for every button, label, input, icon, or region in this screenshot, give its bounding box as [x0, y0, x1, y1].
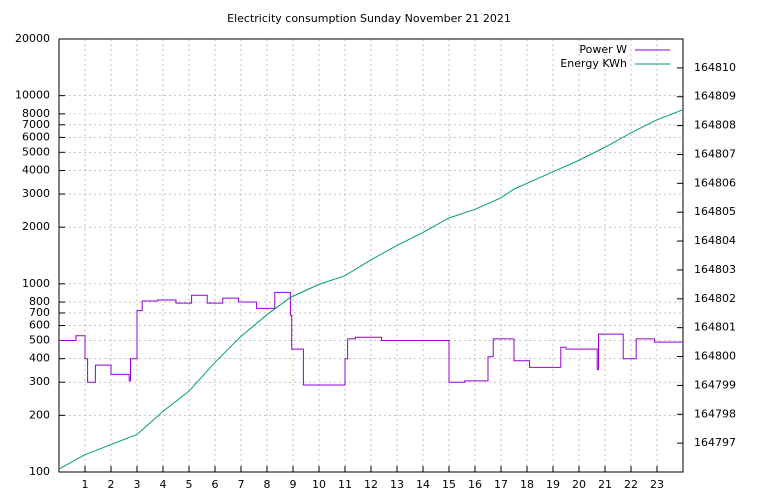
legend-label: Energy KWh — [560, 57, 627, 70]
x-tick-label: 13 — [390, 478, 404, 491]
y2-tick-label: 164806 — [694, 176, 736, 189]
y2-tick-label: 164810 — [694, 61, 736, 74]
y-tick-label: 10000 — [15, 89, 50, 102]
y-tick-label: 7000 — [22, 118, 50, 131]
y-tick-label: 100 — [29, 465, 50, 478]
y-tick-label: 700 — [29, 306, 50, 319]
x-tick-label: 14 — [416, 478, 430, 491]
y-tick-label: 300 — [29, 375, 50, 388]
y2-tick-label: 164800 — [694, 350, 736, 363]
chart-title: Electricity consumption Sunday November … — [227, 12, 511, 25]
y2-tick-label: 164797 — [694, 436, 736, 449]
y-tick-label: 1000 — [22, 277, 50, 290]
series-line — [59, 291, 683, 386]
x-tick-label: 6 — [212, 478, 219, 491]
x-tick-label: 9 — [290, 478, 297, 491]
y2-tick-label: 164798 — [694, 407, 736, 420]
y2-tick-label: 164801 — [694, 321, 736, 334]
x-tick-label: 4 — [160, 478, 167, 491]
y2-tick-label: 164802 — [694, 292, 736, 305]
y2-tick-label: 164808 — [694, 119, 736, 132]
y2-tick-label: 164799 — [694, 378, 736, 391]
y2-tick-label: 164809 — [694, 90, 736, 103]
x-tick-label: 7 — [238, 478, 245, 491]
x-tick-label: 1 — [82, 478, 89, 491]
series-line — [58, 109, 684, 470]
y-tick-label: 3000 — [22, 187, 50, 200]
x-tick-label: 11 — [338, 478, 352, 491]
x-tick-label: 3 — [134, 478, 141, 491]
y-tick-label: 800 — [29, 295, 50, 308]
y2-tick-label: 164807 — [694, 147, 736, 160]
x-tick-label: 15 — [442, 478, 456, 491]
x-tick-label: 22 — [624, 478, 638, 491]
x-tick-label: 12 — [364, 478, 378, 491]
y2-tick-label: 164803 — [694, 263, 736, 276]
y-tick-label: 400 — [29, 352, 50, 365]
x-tick-label: 8 — [264, 478, 271, 491]
x-tick-label: 18 — [520, 478, 534, 491]
y-tick-label: 200 — [29, 408, 50, 421]
x-tick-label: 5 — [186, 478, 193, 491]
y-tick-label: 5000 — [22, 145, 50, 158]
x-tick-label: 10 — [312, 478, 326, 491]
y-tick-label: 4000 — [22, 164, 50, 177]
y2-tick-label: 164805 — [694, 205, 736, 218]
y-tick-label: 8000 — [22, 107, 50, 120]
x-tick-label: 16 — [468, 478, 482, 491]
y-tick-label: 20000 — [15, 32, 50, 45]
x-tick-label: 2 — [108, 478, 115, 491]
x-tick-label: 19 — [546, 478, 560, 491]
x-tick-label: 17 — [494, 478, 508, 491]
x-tick-label: 23 — [650, 478, 664, 491]
legend-label: Power W — [579, 43, 627, 56]
y-tick-label: 2000 — [22, 220, 50, 233]
x-tick-label: 20 — [572, 478, 586, 491]
y-tick-label: 500 — [29, 333, 50, 346]
y-tick-label: 6000 — [22, 130, 50, 143]
y-tick-label: 600 — [29, 319, 50, 332]
plot-frame — [58, 38, 684, 473]
y2-tick-label: 164804 — [694, 234, 736, 247]
x-tick-label: 21 — [598, 478, 612, 491]
